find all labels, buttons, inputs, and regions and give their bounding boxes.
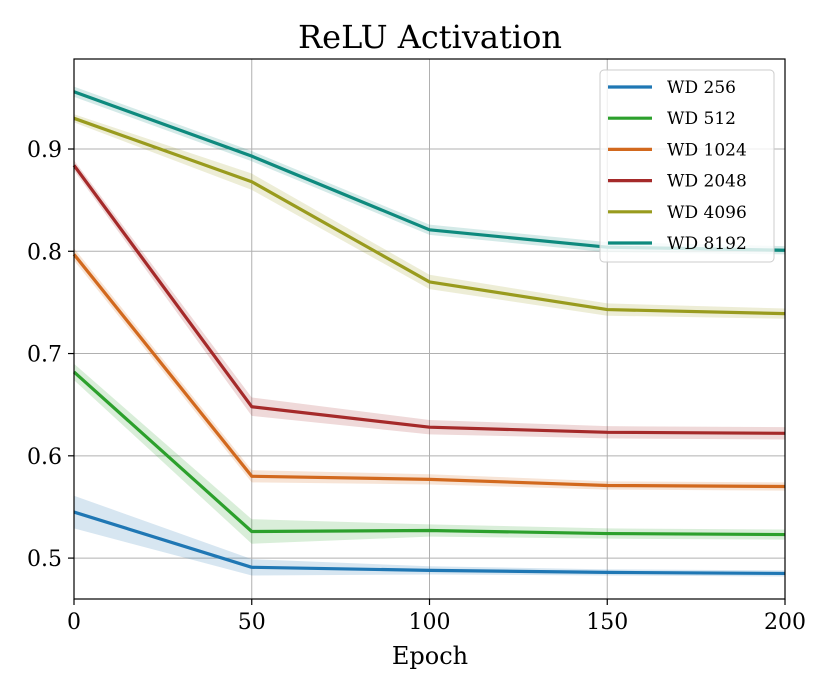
series-line-1 xyxy=(73,510,786,576)
y-tick-label: 0.5 xyxy=(27,547,62,572)
x-tick-label: 0 xyxy=(67,610,81,635)
series-line-5 xyxy=(73,116,786,316)
series-line-4 xyxy=(72,164,786,435)
series-line-2 xyxy=(72,370,786,537)
legend: WD 256 WD 512 WD 1024 WD 2048 WD 4096 WD 8192 xyxy=(599,69,775,263)
legend-label: WD 1024 xyxy=(667,140,747,160)
legend-label: WD 256 xyxy=(667,78,736,98)
y-tick-label: 0.8 xyxy=(27,240,62,265)
x-tick-label: 150 xyxy=(586,610,628,635)
legend-label: WD 2048 xyxy=(667,172,747,192)
x-axis-ticks: 0 50 100 150 200 xyxy=(67,599,806,635)
legend-label: WD 8192 xyxy=(667,234,747,254)
legend-label: WD 4096 xyxy=(667,203,747,223)
series-band-5 xyxy=(74,114,785,319)
x-tick-label: 100 xyxy=(409,610,451,635)
y-axis-ticks: 0.5 0.6 0.7 0.8 0.9 xyxy=(27,138,74,572)
x-axis-label: Epoch xyxy=(392,642,468,670)
x-tick-label: 50 xyxy=(238,610,266,635)
x-tick-label: 200 xyxy=(764,610,806,635)
chart-title: ReLU Activation xyxy=(298,18,562,56)
legend-label: WD 512 xyxy=(667,109,736,129)
series-line-3 xyxy=(72,253,786,489)
y-tick-label: 0.7 xyxy=(27,343,62,368)
y-tick-label: 0.9 xyxy=(27,138,62,163)
y-tick-label: 0.6 xyxy=(27,445,62,470)
confidence-bands xyxy=(74,86,785,577)
